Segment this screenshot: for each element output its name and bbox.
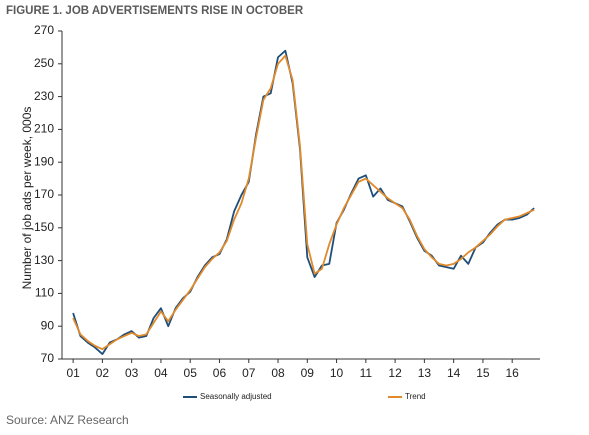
y-tick-label: 270 [34, 23, 54, 37]
x-tick-label: 07 [242, 366, 256, 380]
y-tick-label: 190 [34, 154, 54, 168]
x-tick-label: 09 [301, 366, 315, 380]
y-tick-label: 230 [34, 89, 54, 103]
x-tick-label: 04 [154, 366, 168, 380]
y-tick-label: 170 [34, 187, 54, 201]
x-tick-label: 06 [213, 366, 227, 380]
x-tick-label: 08 [271, 366, 285, 380]
x-tick-label: 01 [66, 366, 80, 380]
y-tick-label: 210 [34, 122, 54, 136]
x-tick-label: 14 [447, 366, 461, 380]
y-tick-label: 250 [34, 56, 54, 70]
x-tick-label: 02 [96, 366, 110, 380]
y-tick-label: 110 [35, 286, 54, 300]
y-tick-label: 70 [41, 351, 55, 365]
x-tick-label: 05 [184, 366, 198, 380]
x-tick-label: 03 [125, 366, 139, 380]
source-note: Source: ANZ Research [6, 413, 129, 427]
x-tick-label: 10 [330, 366, 344, 380]
x-tick-label: 11 [360, 366, 373, 380]
chart-title: FIGURE 1. JOB ADVERTISEMENTS RISE IN OCT… [6, 5, 304, 17]
x-tick-label: 15 [476, 366, 490, 380]
x-tick-label: 13 [418, 366, 432, 380]
x-tick-label: 12 [388, 366, 402, 380]
y-tick-label: 150 [34, 220, 54, 234]
y-axis-label: Number of job ads per week, 000s [20, 107, 34, 290]
y-tick-label: 90 [41, 318, 55, 332]
y-tick-label: 130 [34, 253, 54, 267]
legend-label: Trend [405, 392, 426, 401]
data-line [72, 54, 535, 351]
x-tick-label: 16 [506, 366, 520, 380]
legend-label: Seasonally adjusted [200, 392, 272, 401]
